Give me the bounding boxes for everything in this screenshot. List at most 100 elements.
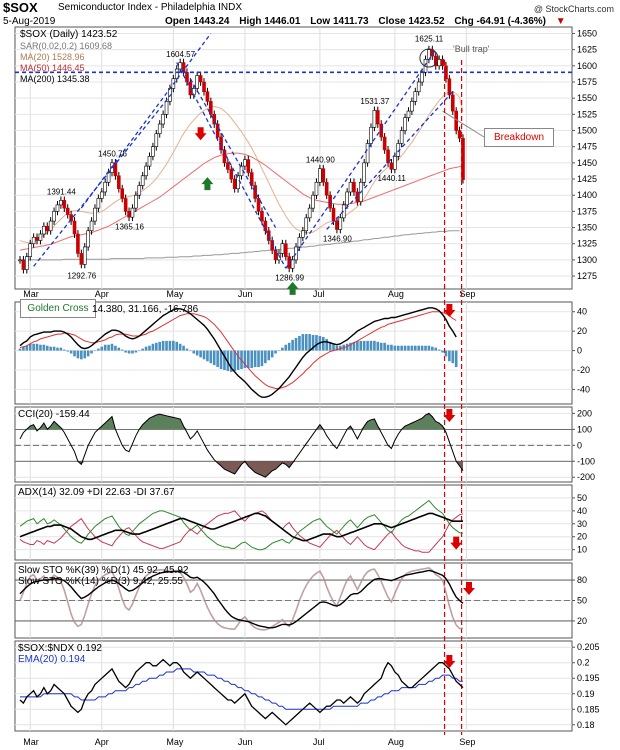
- x-tick-label: Apr: [95, 289, 109, 299]
- macd-histogram-bar: [69, 350, 73, 354]
- macd-histogram-bar: [362, 340, 366, 351]
- candle-body: [338, 217, 343, 230]
- x-tick-label: Jun: [238, 737, 253, 747]
- candle-body: [321, 168, 326, 183]
- macd-label: 14.380, 31.166, -16.786: [92, 304, 198, 315]
- macd-histogram-bar: [431, 346, 434, 351]
- candle-body: [437, 59, 441, 67]
- candle-body: [352, 181, 356, 193]
- macd-histogram-bar: [52, 346, 56, 351]
- y-tick-label: 1275: [577, 271, 597, 281]
- candle-body: [144, 165, 148, 177]
- y-tick-label: 1600: [577, 61, 597, 71]
- candle-body: [450, 94, 455, 112]
- macd-histogram-bar: [383, 342, 386, 351]
- candle-body: [212, 114, 217, 125]
- macd-histogram-bar: [420, 345, 424, 351]
- green-up-arrow: [201, 177, 214, 191]
- candle-body: [266, 230, 271, 241]
- macd-histogram-bar: [424, 345, 427, 351]
- price-label: 1450.76: [98, 149, 127, 158]
- candle-body: [48, 220, 53, 232]
- macd-histogram-bar: [274, 350, 277, 354]
- macd-histogram-bar: [311, 335, 315, 351]
- macd-histogram-bar: [284, 344, 288, 351]
- macd-histogram-bar: [131, 350, 134, 354]
- candle-body: [164, 101, 169, 115]
- red-down-arrow: [463, 582, 475, 595]
- macd-histogram-bar: [134, 350, 138, 353]
- panel-frame: [14, 640, 573, 732]
- candle-body: [31, 236, 36, 245]
- macd-histogram-bar: [63, 349, 66, 351]
- close-value: Close 1423.52: [378, 16, 445, 27]
- candle-body: [195, 75, 199, 89]
- x-tick-label: Jun: [238, 289, 253, 299]
- macd-histogram-bar: [298, 336, 301, 351]
- price-label: 1625.11: [415, 35, 444, 44]
- candle-body: [35, 236, 39, 241]
- candle-body: [389, 162, 394, 170]
- macd-histogram-bar: [417, 345, 420, 351]
- macd-histogram-bar: [386, 344, 390, 351]
- macd-histogram-bar: [107, 344, 110, 351]
- macd-histogram-bar: [25, 345, 29, 351]
- macd-histogram-bar: [373, 340, 376, 351]
- legend-price: $SOX (Daily) 1423.52: [20, 29, 117, 40]
- watermark: @ StockCharts.com: [533, 4, 614, 14]
- macd-histogram-bar: [209, 350, 213, 364]
- bull-trap-label: 'Bull trap': [453, 44, 490, 54]
- macd-histogram-bar: [189, 350, 192, 352]
- macd-histogram-bar: [168, 340, 172, 351]
- macd-histogram-bar: [366, 340, 369, 351]
- candle-body: [287, 256, 292, 269]
- candle-body: [382, 136, 387, 151]
- price-label: 1292.76: [67, 272, 96, 281]
- candle-body: [348, 181, 353, 193]
- y-tick-label: 1475: [577, 142, 597, 152]
- green-up-arrow: [286, 281, 299, 295]
- macd-histogram-bar: [199, 350, 202, 358]
- candle-body: [42, 225, 46, 235]
- legend-ma50: MA(50) 1446.45: [20, 63, 85, 73]
- macd-histogram-bar: [22, 346, 25, 351]
- ratio-ema-label: EMA(20) 0.194: [18, 654, 86, 665]
- macd-histogram-bar: [83, 350, 87, 359]
- price-label: 1391.44: [47, 188, 76, 197]
- trendline: [326, 91, 454, 230]
- candle-body: [304, 217, 309, 232]
- candle-body: [86, 230, 90, 248]
- macd-histogram-bar: [410, 345, 414, 351]
- legend-ma20: MA(20) 1528.96: [20, 52, 85, 62]
- candle-body: [345, 191, 349, 206]
- golden-cross-label: Golden Cross: [20, 299, 96, 318]
- macd-histogram-bar: [100, 346, 104, 351]
- macd-histogram-bar: [260, 350, 264, 367]
- candle-body: [283, 243, 288, 257]
- panel-frame: [14, 301, 573, 405]
- y-tick-label: 10: [577, 545, 587, 555]
- ratio-label: $SOX:$NDX 0.192: [18, 643, 102, 654]
- macd-histogram-bar: [441, 350, 444, 353]
- macd-histogram-bar: [294, 337, 298, 351]
- macd-histogram-bar: [28, 343, 32, 351]
- candle-body: [246, 159, 251, 173]
- macd-values: 14.380, 31.166, -16.786: [92, 304, 199, 315]
- macd-histogram-bar: [18, 348, 22, 351]
- candle-body: [263, 220, 268, 232]
- x-tick-label: Mar: [23, 737, 39, 747]
- candle-body: [28, 243, 33, 257]
- candle-body: [379, 123, 384, 138]
- candle-body: [410, 101, 414, 112]
- x-tick-label: Apr: [95, 737, 109, 747]
- macd-histogram-bar: [45, 345, 49, 351]
- trendline: [285, 49, 437, 269]
- x-tick-label: Jul: [313, 289, 325, 299]
- macd-histogram-bar: [202, 350, 206, 360]
- y-tick-label: 1500: [577, 126, 597, 136]
- candle-body: [406, 110, 411, 118]
- macd-histogram-bar: [35, 343, 39, 351]
- macd-histogram-bar: [325, 338, 328, 351]
- macd-histogram-bar: [277, 350, 281, 352]
- macd-histogram-bar: [144, 346, 148, 351]
